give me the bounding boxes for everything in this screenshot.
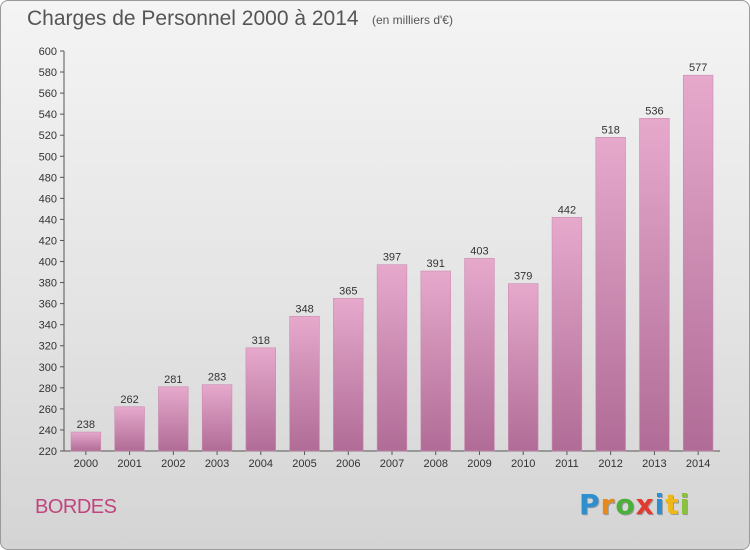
bar-2012 [595,137,626,452]
x-tick-label: 2007 [380,458,404,470]
logo-letter: o [615,488,636,521]
commune-name: BORDES [35,496,117,518]
y-tick-label: 440 [39,214,57,226]
x-tick-label: 2005 [292,458,316,470]
y-tick-label: 280 [39,383,57,395]
y-tick-label: 240 [39,425,57,437]
logo-letter: i [679,488,691,521]
bar-2006 [333,298,364,452]
data-label: 262 [120,394,138,406]
x-tick-label: 2013 [642,458,666,470]
data-label: 318 [252,335,270,347]
data-label: 281 [164,374,182,386]
y-tick-label: 460 [39,193,57,205]
x-tick-label: 2011 [555,458,579,470]
y-tick-label: 300 [39,362,57,374]
data-label: 238 [77,419,95,431]
x-tick-label: 2014 [686,458,710,470]
x-tick-label: 2008 [423,458,447,470]
x-tick-label: 2002 [161,458,185,470]
x-tick-label: 2004 [249,458,273,470]
data-label: 365 [339,285,357,297]
y-tick-label: 260 [39,404,57,416]
y-tick-label: 500 [39,151,57,163]
y-tick-label: 220 [39,446,57,458]
logo-letter: P [579,488,601,521]
logo-letter: r [600,488,616,521]
x-tick-label: 2012 [598,458,622,470]
x-tick-label: 2009 [467,458,491,470]
bar-2011 [551,217,583,452]
bar-2009 [464,258,495,452]
bar-2013 [639,118,670,452]
y-tick-label: 600 [39,46,57,58]
bar-2001 [114,406,145,452]
y-tick-label: 520 [39,130,57,142]
y-tick-label: 580 [39,67,57,79]
data-label: 577 [689,62,707,74]
bar-2007 [376,264,408,452]
x-tick-label: 2006 [336,458,360,470]
data-label: 379 [514,271,532,283]
logo-letter: i [654,488,666,521]
x-tick-label: 2010 [511,458,535,470]
data-label: 348 [295,303,313,315]
data-label: 536 [645,105,663,117]
bar-2002 [158,386,189,452]
bar-2014 [682,74,714,452]
logo-letter: x [635,488,655,521]
y-tick-label: 480 [39,172,57,184]
bar-2000 [70,431,102,452]
bar-2003 [201,384,233,452]
chart-subtitle: (en milliers d'€) [372,13,453,27]
data-label: 442 [558,204,576,216]
data-label: 397 [383,252,401,264]
x-tick-label: 2000 [74,458,98,470]
data-label: 518 [601,124,619,136]
data-label: 391 [427,258,445,270]
logo-letter: t [665,488,680,521]
y-tick-label: 420 [39,235,57,247]
chart-title: Charges de Personnel 2000 à 2014 [27,7,359,30]
x-tick-label: 2001 [117,458,141,470]
data-label: 403 [470,245,488,257]
bar-2010 [508,283,539,452]
bar-2005 [289,315,320,452]
y-tick-label: 540 [39,109,57,121]
y-tick-label: 340 [39,320,57,332]
proxiti-logo: Proxiti [579,488,690,521]
y-tick-label: 380 [39,278,57,290]
bar-2008 [420,270,451,452]
bar-2004 [245,347,276,452]
y-tick-label: 400 [39,257,57,269]
y-tick-label: 320 [39,341,57,353]
data-label: 283 [208,372,226,384]
x-tick-label: 2003 [205,458,229,470]
y-tick-label: 560 [39,88,57,100]
y-tick-label: 360 [39,299,57,311]
